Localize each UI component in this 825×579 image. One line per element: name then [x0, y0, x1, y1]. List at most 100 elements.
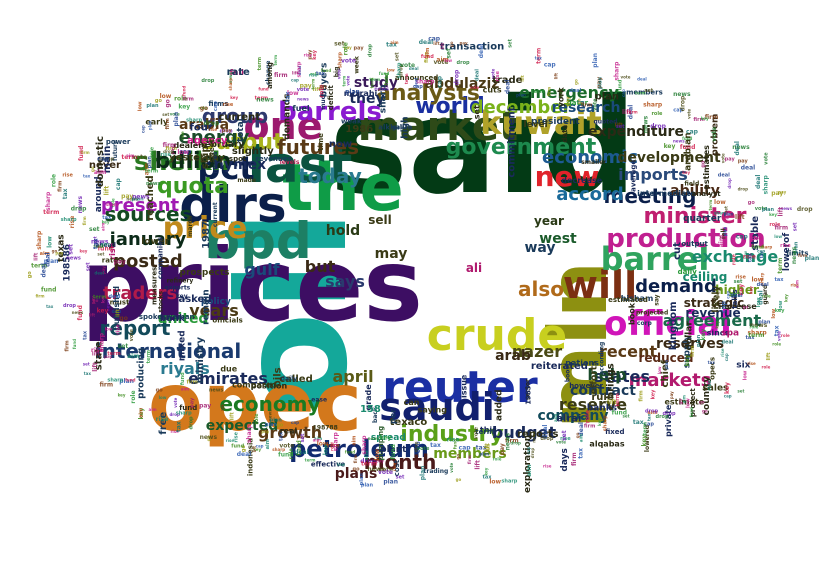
filler-word: lift	[229, 412, 235, 421]
filler-word: deal	[94, 271, 104, 276]
filler-word: vote	[279, 442, 294, 449]
filler-word: tax	[708, 360, 716, 365]
filler-word: aim	[718, 235, 725, 247]
filler-word: tax	[82, 330, 88, 340]
filler-word: cap	[721, 300, 728, 313]
filler-word: sharp	[603, 415, 609, 431]
filler-word: firm	[165, 118, 171, 129]
filler-word: low	[317, 440, 329, 447]
cloud-word: crude	[427, 310, 567, 361]
filler-word: set	[623, 414, 630, 419]
filler-word: lift	[778, 207, 785, 217]
filler-word: plan	[762, 207, 775, 213]
filler-word: pay	[308, 49, 314, 60]
filler-word: term	[404, 73, 409, 84]
filler-word: cap	[736, 233, 749, 240]
filler-word: deal	[757, 282, 769, 288]
cloud-word: spokeswoman	[139, 313, 195, 321]
cloud-word: dollar	[685, 321, 695, 351]
filler-word: vote	[378, 469, 393, 476]
filler-word: low	[337, 462, 345, 467]
filler-word: term	[107, 351, 120, 357]
cloud-word: called	[279, 374, 312, 385]
filler-word: firm	[584, 423, 595, 429]
cloud-word: international	[95, 339, 242, 363]
filler-word: plan	[722, 226, 727, 236]
filler-word: term	[311, 79, 316, 90]
filler-word: firm	[353, 454, 358, 463]
filler-word: deal	[721, 340, 733, 346]
filler-word: deal	[41, 263, 48, 277]
filler-word: plan	[598, 76, 604, 89]
cloud-word: 198788	[313, 425, 338, 432]
cloud-word: nations	[565, 359, 599, 368]
filler-word: news	[106, 299, 111, 311]
filler-word: go	[241, 445, 247, 453]
filler-word: term	[43, 209, 59, 216]
filler-word: news	[209, 388, 224, 394]
filler-word: term	[145, 168, 158, 174]
filler-word: fund	[689, 407, 694, 417]
filler-word: aim	[126, 153, 134, 158]
filler-word: aim	[526, 464, 533, 476]
filler-word: role	[749, 324, 758, 329]
cloud-word: one	[244, 104, 323, 148]
cloud-word: last	[248, 136, 353, 194]
cloud-word: sweet	[208, 139, 216, 163]
filler-word: deal	[44, 252, 51, 266]
filler-word: aim	[313, 437, 321, 442]
filler-word: lift	[92, 362, 99, 372]
cloud-word: fall	[230, 68, 245, 77]
filler-word: set	[162, 157, 169, 162]
filler-word: lift	[440, 43, 445, 49]
filler-word: key	[380, 434, 392, 441]
filler-word: news	[368, 436, 380, 441]
filler-word: go	[748, 200, 756, 206]
cloud-word: fuel	[292, 104, 310, 113]
cloud-word: emergency	[519, 83, 619, 102]
filler-word: rise	[170, 429, 179, 434]
filler-word: fund	[182, 86, 187, 96]
filler-word: lift	[554, 73, 559, 79]
filler-word: fund	[98, 246, 113, 253]
filler-word: tax	[774, 277, 784, 283]
cloud-word: rate	[227, 67, 250, 78]
cloud-word: today	[298, 164, 362, 188]
cloud-word: economic	[542, 147, 638, 168]
filler-word: low	[100, 295, 105, 303]
filler-word: role	[310, 72, 319, 77]
filler-word: go	[449, 41, 454, 47]
cloud-word: the	[282, 151, 403, 226]
filler-word: lift	[92, 352, 101, 358]
filler-word: news	[91, 239, 109, 246]
cloud-word: official	[604, 304, 732, 344]
cloud-word: analyst	[692, 190, 722, 198]
filler-word: news	[200, 434, 218, 441]
filler-word: key	[312, 49, 318, 60]
cloud-word: six	[736, 361, 750, 371]
filler-word: set	[162, 112, 169, 117]
filler-word: aim	[390, 40, 398, 45]
filler-word: set	[737, 388, 744, 393]
filler-word: rise	[751, 236, 762, 242]
filler-word: rise	[156, 416, 169, 423]
cloud-word: contract	[570, 383, 636, 399]
filler-word: plan	[664, 360, 669, 370]
filler-word: lift	[474, 460, 481, 470]
filler-word: drop	[510, 440, 521, 445]
filler-word: drop	[101, 156, 114, 162]
cloud-word: back	[372, 406, 379, 423]
filler-word: rise	[707, 379, 713, 390]
filler-word: firm	[424, 51, 430, 62]
cloud-word: talks	[731, 289, 739, 308]
filler-word: rise	[69, 216, 76, 229]
cloud-word: bpd	[204, 212, 311, 270]
cloud-word: real	[280, 426, 298, 435]
filler-word: vote	[474, 426, 480, 439]
filler-word: pay	[297, 435, 305, 440]
cloud-word: they	[349, 91, 384, 107]
filler-word: set	[792, 222, 798, 231]
filler-word: key	[253, 447, 261, 452]
cloud-word: domestic	[95, 136, 106, 187]
cloud-word: however	[569, 382, 603, 390]
